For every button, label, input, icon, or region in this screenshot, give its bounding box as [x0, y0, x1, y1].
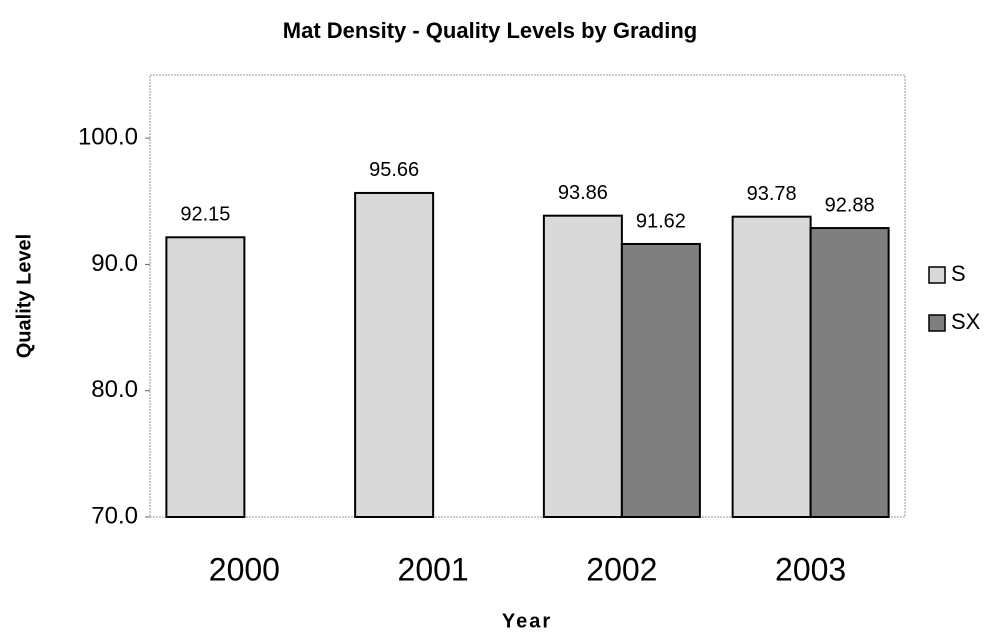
x-tick-label: 2003 — [775, 551, 846, 587]
legend-label: SX — [951, 309, 981, 334]
x-axis-label: Year — [502, 610, 552, 632]
legend-swatch — [928, 314, 946, 332]
legend-label: S — [951, 261, 966, 286]
data-label: 92.88 — [825, 194, 875, 216]
chart-title: Mat Density - Quality Levels by Grading — [283, 18, 697, 43]
y-tick-label: 70.0 — [91, 502, 138, 529]
y-tick-label: 90.0 — [91, 250, 138, 277]
bar — [354, 191, 435, 518]
data-label: 91.62 — [636, 210, 686, 232]
data-label: 95.66 — [369, 159, 419, 181]
bar — [809, 227, 890, 518]
data-label: 93.86 — [558, 182, 608, 204]
y-tick-label: 100.0 — [78, 123, 138, 150]
data-label: 92.15 — [180, 204, 230, 226]
bar — [731, 215, 812, 518]
x-tick-label: 2001 — [398, 551, 469, 587]
y-tick-label: 80.0 — [91, 376, 138, 403]
bar — [620, 242, 701, 519]
bar — [542, 214, 623, 518]
legend-swatch — [928, 266, 946, 284]
data-label: 93.78 — [747, 183, 797, 205]
x-tick-label: 2000 — [209, 551, 280, 587]
bar — [165, 236, 246, 519]
x-tick-label: 2002 — [586, 551, 657, 587]
y-axis-label: Quality Level — [13, 234, 35, 359]
